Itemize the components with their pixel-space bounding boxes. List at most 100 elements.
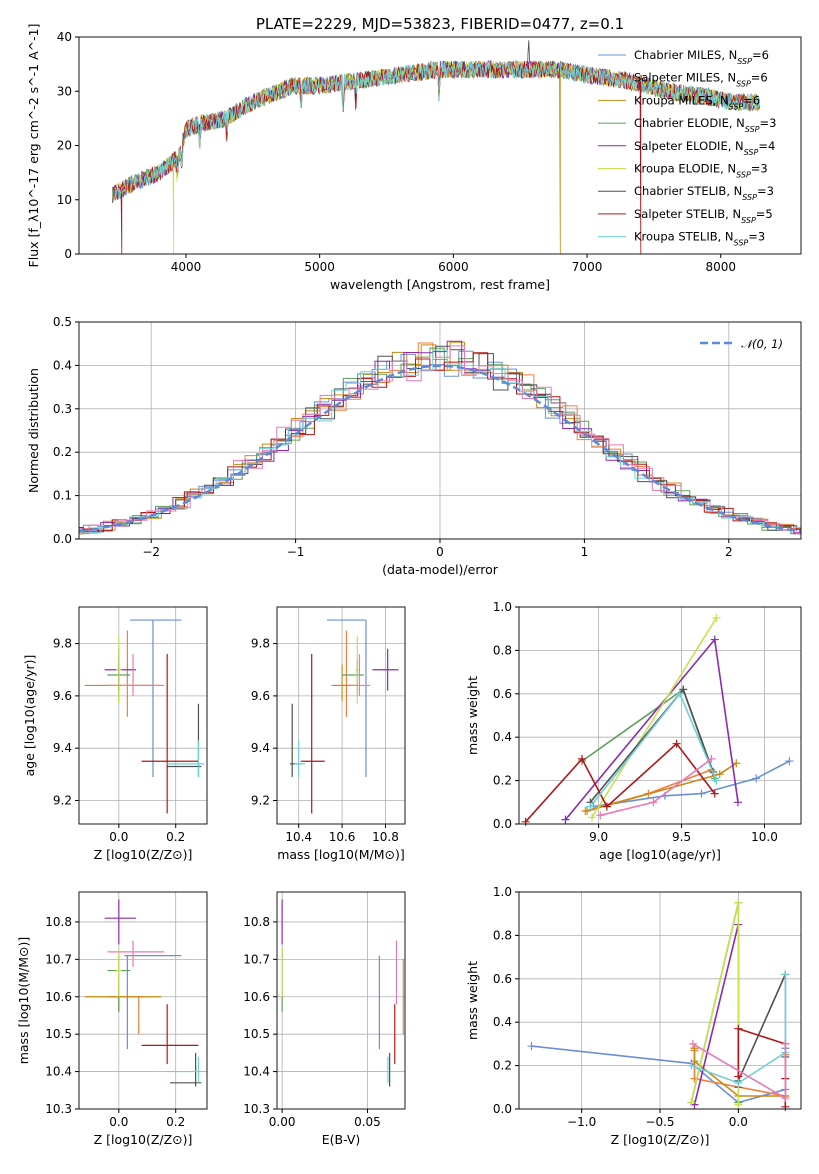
y-axis-label: age [log10(age/yr)] [22,655,37,777]
weight-marker [596,811,605,820]
weight-marker [690,1057,699,1066]
x-axis-label: mass [log10(M/M⊙)] [277,847,405,862]
weight-marker [712,776,721,785]
legend-label: 𝒩(0, 1) [741,337,783,351]
y-tick-label: 1.0 [493,600,512,614]
spectrum-data: Chabrier MILES, NSSP=6 Salpeter MILES, NS… [112,40,776,255]
x-tick-label: 0.0 [729,1115,748,1129]
y-tick-label: 0.6 [493,972,512,986]
x-tick-label: 2 [725,545,733,559]
y-axis-label: mass [log10(M/M⊙)] [16,937,31,1065]
weight-marker [649,798,658,807]
y-tick-label: 20 [57,139,72,153]
x-axis-label: Z [log10(Z/Z⊙)] [94,847,193,862]
y-tick-label: 0 [64,247,72,261]
y-tick-label: 9.4 [53,741,72,755]
y-tick-label: 9.8 [53,637,72,651]
x-tick-label: −0.5 [645,1115,674,1129]
weight-marker [781,970,790,979]
weight-marker [752,774,761,783]
residuals-data: 𝒩(0, 1) [78,337,802,535]
y-tick-label: 10.5 [45,1027,72,1041]
y-tick-label: 0.4 [493,1015,512,1029]
y-tick-label: 0.1 [53,489,72,503]
weight-line [591,617,718,818]
weight-marker [785,757,794,766]
x-tick-label: 5000 [304,260,335,274]
age_vs_mass-data [290,619,399,814]
mass_vs_EBV-panel: 0.00 0.05 10.3 10.4 10.5 10.6 10.7 10.8 E(B-V) [243,891,406,1147]
weight-line [691,974,787,1084]
y-axis-label: Normed distribution [26,368,41,493]
y-tick-label: 0.2 [53,445,72,459]
weight-marker [521,817,530,826]
x-tick-label: 0.0 [109,1115,128,1129]
weight-marker [586,802,595,811]
weight-marker [687,1098,696,1107]
legend-label: Salpeter ELODIE, NSSP=4 [634,139,775,157]
mass_vs_Z-panel: 0.0 0.2 10.3 10.4 10.5 10.6 10.7 10.8 Z [log10(Z… [16,891,208,1147]
x-tick-label: 0.0 [109,830,128,844]
axes-frame [78,891,208,1110]
weight-marker [688,1039,697,1048]
x-axis-label: wavelength [Angstrom, rest frame] [330,277,550,292]
weight-marker [602,802,611,811]
y-tick-label: 10.5 [243,1027,270,1041]
legend-label: Chabrier STELIB, NSSP=3 [634,184,774,202]
y-axis-label: mass weight [465,961,480,1040]
y-tick-label: 0.6 [493,687,512,701]
residuals-panel: 𝒩(0, 1) −2 −1 0 1 2 0.0 0.1 0.2 0.3 0.4 0.5 (data-mo… [26,315,802,577]
weight-line [531,1045,787,1104]
weight_vs_Z-panel: −1.0 −0.5 0.0 0.0 0.2 0.4 0.6 0.8 1.0 Z [log10(Z/… [465,885,802,1147]
y-tick-label: 0.8 [493,928,512,942]
y-tick-label: 0.0 [53,532,72,546]
weight-line [693,1048,786,1097]
y-tick-label: 0.0 [493,817,512,831]
legend-label: Chabrier ELODIE, NSSP=3 [634,116,776,134]
weight-line [589,687,714,803]
weight_vs_age-panel: 9.0 9.5 10.0 0.0 0.2 0.4 0.6 0.8 1.0 age [log10(a… [465,600,802,862]
figure-title: PLATE=2229, MJD=53823, FIBERID=0477, z=0… [256,15,624,33]
spectrum-line [114,60,760,200]
y-tick-label: 10.3 [45,1102,72,1116]
weight_vs_age-data [521,613,794,826]
weight-marker [710,789,719,798]
x-tick-label: 10.6 [329,830,356,844]
x-tick-label: 9.5 [672,830,691,844]
spectrum-panel: Chabrier MILES, NSSP=6 Salpeter MILES, NS… [26,24,802,292]
legend-label: Salpeter STELIB, NSSP=5 [634,207,773,225]
y-tick-label: 10.8 [243,915,270,929]
x-axis-label: age [log10(age/yr)] [599,847,721,862]
weight-line [737,974,787,1082]
axes-frame [276,891,406,1110]
weight-marker [734,898,743,907]
weight-marker [734,1100,743,1109]
x-tick-label: 0.05 [354,1115,381,1129]
weight-marker [679,685,688,694]
weight-line [693,1050,787,1097]
legend-label: Salpeter MILES, NSSP=6 [634,71,768,89]
y-tick-label: 0.3 [53,402,72,416]
x-tick-label: 10.4 [285,830,312,844]
weight-marker [675,689,684,698]
x-axis-label: Z [log10(Z/Z⊙)] [611,1132,710,1147]
legend-label: Kroupa STELIB, NSSP=3 [634,230,765,248]
weight-marker [732,759,741,768]
y-tick-label: 10.6 [243,990,270,1004]
y-tick-label: 9.6 [53,689,72,703]
y-tick-label: 10.6 [45,990,72,1004]
y-tick-label: 40 [57,30,72,44]
weight-marker [710,635,719,644]
axes-frame [518,606,802,825]
age_vs_Z-panel: 0.0 0.2 9.2 9.4 9.6 9.8 Z [log10(Z/Z⊙)] age [lo… [22,606,208,862]
x-tick-label: 0.00 [269,1115,296,1129]
y-tick-label: 10.8 [45,915,72,929]
y-tick-label: 9.2 [251,793,270,807]
x-tick-label: 10.8 [372,830,399,844]
y-tick-label: 10.7 [243,952,270,966]
x-tick-label: −1.0 [567,1115,596,1129]
axes-frame [276,606,406,825]
x-tick-label: 0.2 [166,830,185,844]
x-tick-label: 9.0 [589,830,608,844]
